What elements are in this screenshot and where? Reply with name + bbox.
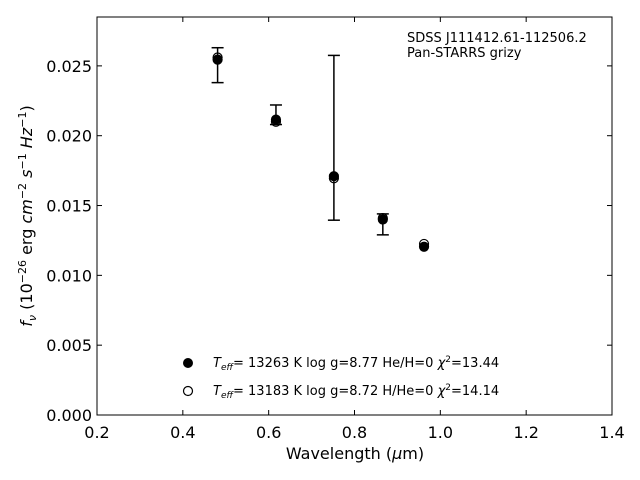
y-tick-label: 0.000 (46, 406, 92, 425)
x-tick-label: 1.4 (599, 423, 624, 442)
marker-open (212, 52, 223, 63)
axis-ticks: 0.2 0.4 0.6 0.8 1.0 1.2 1.4 0.000 0.005 0.010 0.01… (46, 17, 625, 442)
x-axis-label: Wavelength (μm) (286, 444, 424, 463)
y-tick-label: 0.020 (46, 127, 92, 146)
y-tick-label: 0.025 (46, 57, 92, 76)
annotation-object: SDSS J111412.61-112506.2 (407, 31, 587, 46)
legend-marker-filled (183, 358, 193, 368)
marker-open (377, 212, 388, 224)
x-tick-label: 0.6 (256, 423, 281, 442)
marker-open (270, 116, 282, 127)
legend-label-2: Teff= 13183 K log g=8.72 H/He=0 χ2=14.14 (213, 383, 499, 401)
plot-frame (96, 16, 613, 416)
data-markers (212, 52, 430, 252)
x-tick-label: 0.8 (342, 423, 367, 442)
y-tick-label: 0.010 (46, 266, 92, 285)
legend-label-1: Teff= 13263 K log g=8.77 He/H=0 χ2=13.44 (213, 355, 499, 373)
legend-marker-open (182, 385, 194, 397)
y-axis-label: fν (10−26 erg cm−2 s−1 Hz−1) (16, 105, 39, 326)
x-tick-label: 1.2 (513, 423, 538, 442)
x-tick-label: 0.4 (170, 423, 195, 442)
marker-open (418, 238, 430, 250)
y-tick-label: 0.015 (46, 197, 92, 216)
x-tick-label: 0.2 (84, 423, 109, 442)
legend: Teff= 13263 K log g=8.77 He/H=0 χ2=13.44… (182, 355, 499, 401)
annotation: SDSS J111412.61-112506.2 Pan-STARRS griz… (407, 31, 587, 61)
marker-open (328, 173, 339, 184)
marker-filled (418, 241, 430, 252)
y-tick-label: 0.005 (46, 336, 92, 355)
annotation-survey: Pan-STARRS grizy (407, 46, 522, 61)
x-tick-label: 1.0 (428, 423, 453, 442)
